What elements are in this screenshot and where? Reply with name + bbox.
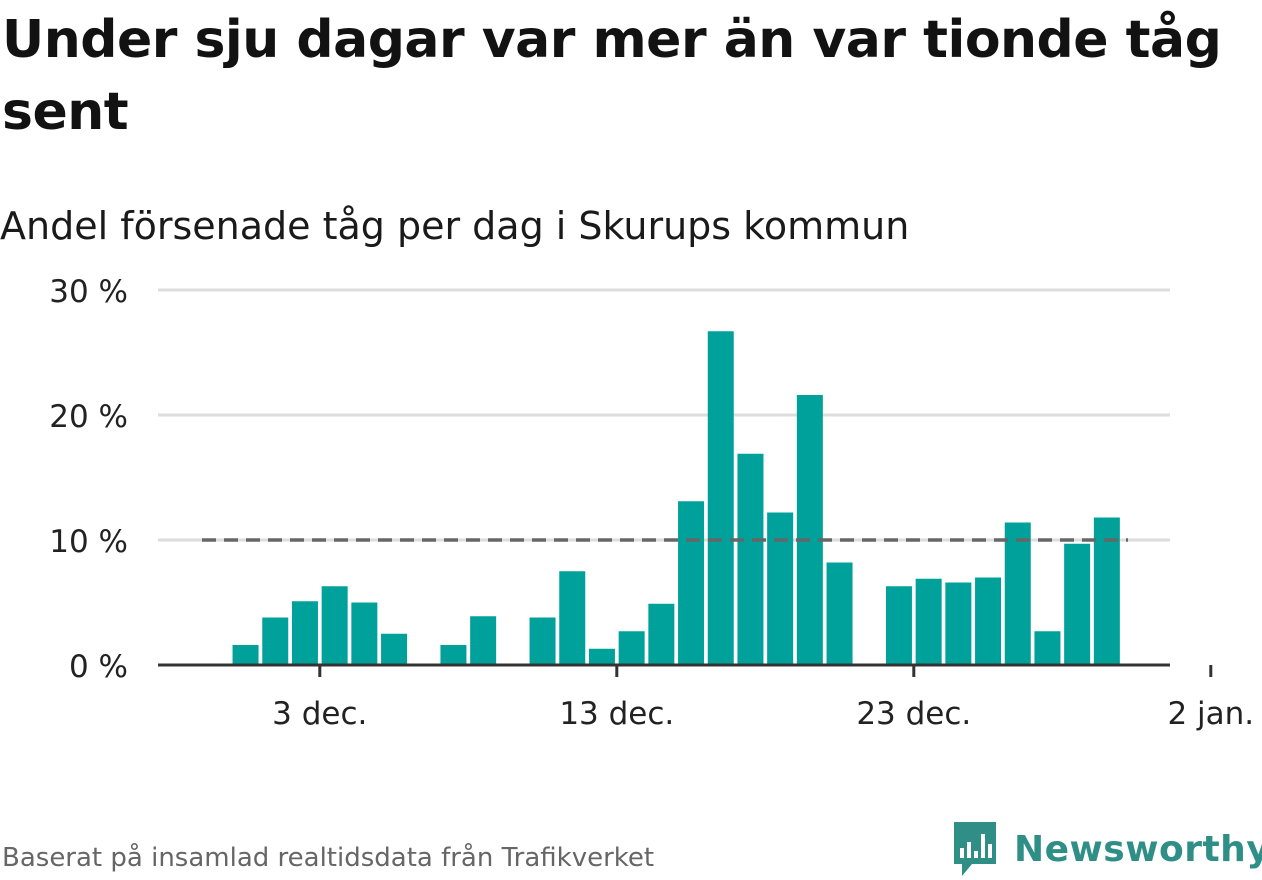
bar: [707, 331, 734, 665]
bar: [1034, 631, 1061, 665]
bar: [885, 586, 912, 665]
x-tick-label: 3 dec.: [272, 696, 367, 732]
bar: [945, 582, 972, 665]
bars: [232, 331, 1120, 665]
grid-lines: 0 % 10 % 20 % 30 %: [49, 274, 1170, 685]
bar: [1093, 517, 1120, 665]
bar: [588, 648, 615, 665]
bar: [351, 602, 378, 665]
x-tick-label: 23 dec.: [856, 696, 971, 732]
bar: [440, 645, 467, 665]
x-tick-label: 2 jan.: [1167, 696, 1254, 732]
bar: [262, 617, 289, 665]
bar: [381, 633, 408, 665]
bar: [470, 616, 497, 665]
axes: 3 dec. 13 dec. 23 dec. 2 jan.: [158, 663, 1254, 732]
newsworthy-logo-text: Newsworthy: [1014, 828, 1262, 870]
chart-subtitle: Andel försenade tåg per dag i Skurups ko…: [0, 204, 910, 248]
bar: [529, 617, 556, 665]
bar: [975, 577, 1002, 665]
y-tick-label: 0 %: [69, 649, 128, 685]
bar: [915, 578, 942, 665]
y-tick-label: 30 %: [49, 274, 128, 310]
source-note: Baserat på insamlad realtidsdata från Tr…: [2, 843, 655, 873]
bar: [232, 645, 259, 665]
bar: [618, 631, 645, 665]
bar: [796, 395, 823, 665]
bar: [826, 562, 853, 665]
chart-title: Under sju dagar var mer än var tionde tå…: [2, 10, 1222, 142]
bar: [1004, 522, 1031, 665]
y-tick-label: 10 %: [49, 524, 128, 560]
bar: [737, 453, 764, 665]
bar: [1064, 543, 1091, 665]
y-tick-label: 20 %: [49, 399, 128, 435]
x-tick-label: 13 dec.: [559, 696, 674, 732]
bar: [767, 512, 794, 665]
bar: [559, 571, 586, 665]
bar: [291, 601, 318, 665]
bar: [321, 586, 348, 665]
bar: [678, 501, 705, 665]
newsworthy-logo-icon: [954, 822, 996, 876]
bar: [648, 603, 675, 665]
newsworthy-logo: Newsworthy: [950, 818, 1262, 880]
